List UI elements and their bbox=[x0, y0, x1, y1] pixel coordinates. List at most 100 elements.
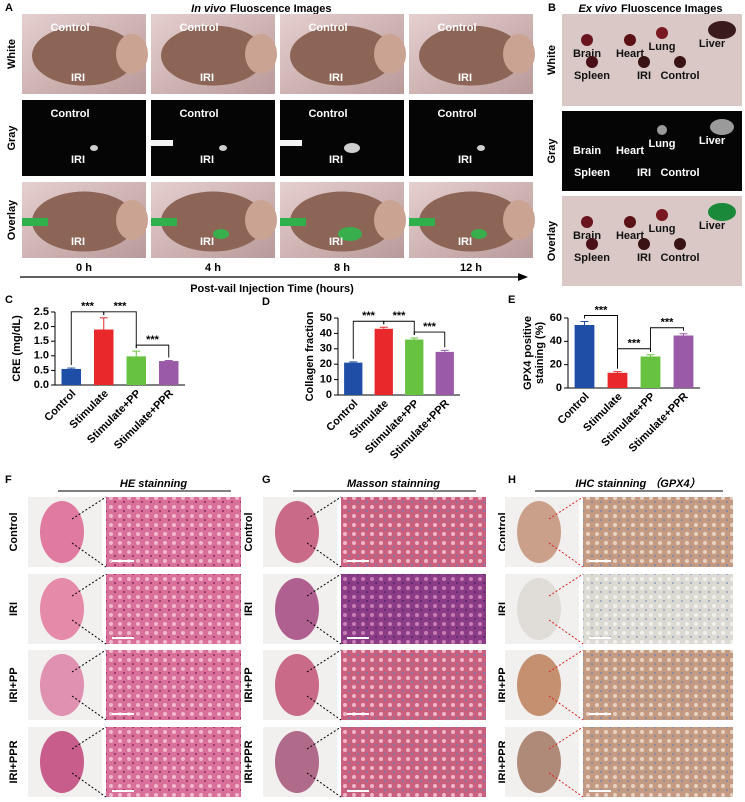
kidney-section bbox=[275, 501, 319, 563]
zoom-line bbox=[548, 695, 584, 721]
bar bbox=[126, 356, 146, 385]
mouse-body bbox=[161, 25, 265, 86]
time-label: 8 h bbox=[334, 262, 350, 274]
significance-label: *** bbox=[362, 310, 376, 322]
kidney-section bbox=[275, 731, 319, 793]
row-label: IRI+PPR bbox=[243, 740, 255, 783]
organ-label: Brain bbox=[573, 230, 601, 242]
image-label: Control bbox=[179, 22, 218, 34]
organ-label: Spleen bbox=[574, 70, 610, 82]
zoom-line bbox=[306, 649, 342, 673]
zoom-image bbox=[341, 727, 486, 797]
organ bbox=[624, 216, 636, 228]
kidney-section bbox=[517, 578, 561, 640]
panel-letter: C bbox=[5, 294, 13, 306]
kidney-section bbox=[517, 501, 561, 563]
panel-letter: F bbox=[5, 474, 12, 486]
organ bbox=[674, 238, 686, 250]
organ-label: Liver bbox=[699, 135, 726, 147]
organ bbox=[708, 203, 736, 221]
zoom-line bbox=[306, 695, 342, 721]
mouse-body bbox=[290, 25, 394, 86]
significance-bracket bbox=[584, 315, 618, 369]
zoom-line bbox=[306, 726, 342, 750]
significance-bracket bbox=[135, 344, 170, 358]
panel-letter: G bbox=[262, 474, 271, 486]
image-label: Control bbox=[437, 108, 476, 120]
organ-label: Brain bbox=[573, 145, 601, 157]
panel-title: Fluoscence Images bbox=[621, 3, 723, 15]
kidney-section bbox=[517, 654, 561, 716]
organ bbox=[638, 238, 650, 250]
kidney-section bbox=[275, 654, 319, 716]
zoom-line bbox=[71, 542, 107, 568]
organ bbox=[638, 56, 650, 68]
panel-letter: B bbox=[548, 2, 556, 14]
zoom-line bbox=[71, 649, 107, 673]
arrow-head bbox=[518, 273, 528, 281]
time-label: 4 h bbox=[205, 262, 221, 274]
zoom-line bbox=[548, 772, 584, 798]
y-tick-label: 0 bbox=[556, 382, 562, 394]
x-tick-label: Stimulate+PP bbox=[363, 398, 421, 456]
time-label: 12 h bbox=[460, 262, 482, 274]
zoom-line bbox=[306, 496, 342, 520]
organ-label: Lung bbox=[649, 223, 676, 235]
signal bbox=[280, 218, 306, 226]
zoom-line bbox=[548, 496, 584, 520]
mouse-body bbox=[161, 191, 265, 252]
mouse-head bbox=[245, 200, 277, 240]
organ bbox=[656, 209, 668, 221]
row-label: White bbox=[6, 39, 18, 69]
organ-label: Control bbox=[660, 70, 699, 82]
signal bbox=[344, 143, 360, 153]
zoom-line bbox=[548, 649, 584, 673]
bar bbox=[405, 339, 424, 395]
signal bbox=[409, 218, 435, 226]
image-label: IRI bbox=[458, 72, 472, 84]
zoom-image bbox=[106, 497, 241, 567]
row-label: IRI+PPR bbox=[8, 740, 20, 783]
signal bbox=[90, 145, 98, 151]
organ-label: IRI bbox=[637, 70, 651, 82]
organ-label: Spleen bbox=[574, 252, 610, 264]
y-tick-label: 40 bbox=[550, 335, 562, 347]
zoom-line bbox=[71, 695, 107, 721]
mouse-body bbox=[32, 191, 136, 252]
zoom-line bbox=[548, 573, 584, 597]
organ bbox=[581, 216, 593, 228]
zoom-line bbox=[306, 619, 342, 645]
zoom-line bbox=[71, 726, 107, 750]
panel-letter: E bbox=[508, 294, 515, 306]
zoom-line bbox=[306, 542, 342, 568]
y-axis-label: Collagen fraction bbox=[304, 311, 316, 401]
image-label: Control bbox=[179, 108, 218, 120]
row-label: IRI bbox=[243, 602, 255, 616]
y-tick-label: 0.0 bbox=[34, 379, 49, 391]
mouse-body bbox=[290, 191, 394, 252]
row-label: IRI+PP bbox=[243, 667, 255, 702]
row-label: Overlay bbox=[546, 220, 558, 261]
zoom-line bbox=[71, 573, 107, 597]
y-tick-label: 1.0 bbox=[34, 350, 49, 362]
image-label: Control bbox=[308, 108, 347, 120]
image-label: IRI bbox=[329, 72, 343, 84]
significance-label: *** bbox=[628, 338, 642, 350]
significance-label: *** bbox=[146, 334, 160, 346]
organ-label: Liver bbox=[699, 220, 726, 232]
organ-label: Lung bbox=[649, 41, 676, 53]
organ-label: Heart bbox=[616, 48, 644, 60]
image-label: Control bbox=[437, 22, 476, 34]
bar bbox=[94, 329, 114, 385]
zoom-line bbox=[71, 619, 107, 645]
signal bbox=[219, 145, 227, 151]
significance-label: *** bbox=[393, 310, 407, 322]
y-tick-label: 60 bbox=[550, 312, 562, 324]
y-axis-label: staining (%) bbox=[534, 322, 546, 385]
kidney-section bbox=[40, 731, 84, 793]
organ bbox=[708, 21, 736, 39]
signal bbox=[151, 140, 173, 146]
image bbox=[22, 100, 146, 176]
signal bbox=[22, 218, 48, 226]
